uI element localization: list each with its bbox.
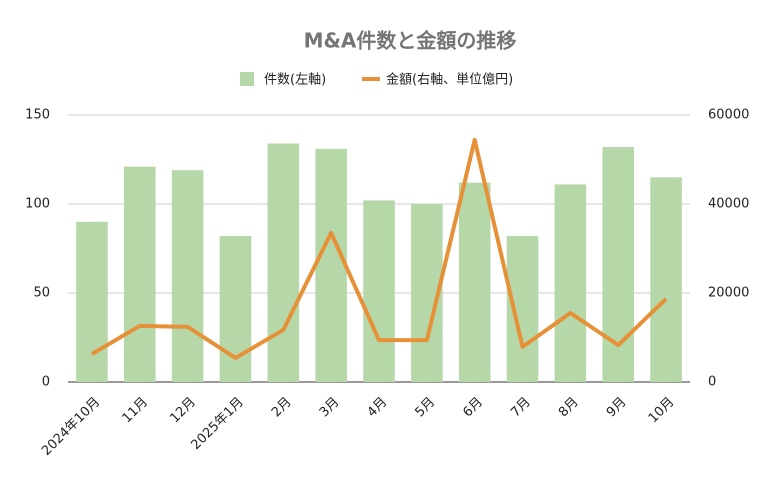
y-tick-label: 100 [25,197,50,212]
x-tick-label: 8月 [556,395,582,421]
bar [76,221,108,382]
x-tick-label: 2月 [269,395,295,421]
bar [458,182,491,382]
y2-tick-label: 0 [708,375,716,390]
line [90,137,668,360]
x-tick-label: 4月 [365,395,391,421]
bar [650,177,682,382]
chart-title: M&A件数と金額の推移 [304,29,517,53]
bar [506,236,539,382]
x-tick-label: 2024年10月 [39,395,103,459]
legend-label: 金額(右軸、単位億円) [386,72,513,88]
y2-tick-label: 20000 [708,286,749,301]
x-tick-label: 9月 [604,395,630,421]
y2-tick-label: 40000 [708,197,749,212]
bar [554,184,587,382]
x-tick-label: 7月 [508,395,534,421]
y-tick-label: 0 [42,375,50,390]
legend-swatch [240,72,254,86]
y-tick-label: 50 [33,286,50,301]
x-tick-label: 11月 [120,395,151,426]
x-tick-label: 5月 [412,395,438,421]
y2-tick-label: 60000 [708,108,749,123]
x-tick-label: 12月 [167,395,198,426]
legend-label: 件数(左軸) [264,73,326,88]
bar [267,143,300,382]
bar [123,166,156,382]
y-tick-label: 150 [25,108,50,123]
x-tick-label: 3月 [317,395,343,421]
x-tick-label: 6月 [460,395,486,421]
bar [363,200,395,382]
bar [219,236,252,382]
bar [315,148,347,382]
x-tick-label: 10月 [646,395,677,426]
bar [171,170,204,382]
x-tick-label: 2025年1月 [189,395,247,453]
